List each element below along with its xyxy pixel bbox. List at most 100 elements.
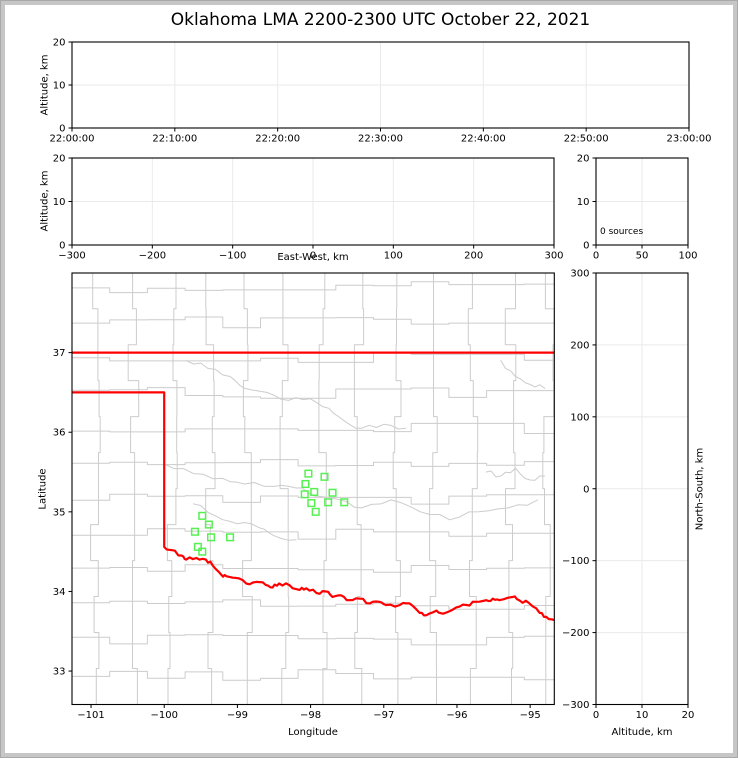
station-marker [193, 542, 202, 551]
station-marker [320, 472, 329, 481]
county-line [504, 273, 517, 705]
x-tick-label: 22:10:00 [152, 134, 197, 145]
map-layers [72, 273, 555, 705]
county-line [392, 273, 402, 705]
x-tick-label: −100 [219, 251, 246, 262]
x-tick-label: 50 [636, 251, 649, 262]
county-line [353, 273, 365, 705]
county-line [72, 528, 555, 540]
station-marker [204, 520, 213, 529]
station-marker [340, 498, 349, 507]
county-line [72, 352, 555, 363]
axis-label-altitude-time-panel: Altitude, km [39, 54, 51, 116]
county-line [90, 273, 101, 705]
y-tick-label: 34 [53, 587, 66, 598]
y-tick-label: 37 [53, 348, 66, 359]
x-tick-label: −200 [139, 251, 166, 262]
county-line [467, 273, 479, 705]
county-line [205, 273, 216, 705]
river-line [163, 463, 538, 521]
county-line [72, 316, 555, 329]
county-line [72, 564, 555, 573]
station-marker [311, 507, 320, 516]
x-tick-label: −99 [227, 710, 248, 721]
x-tick-label: 10 [636, 710, 649, 721]
x-tick-label: 22:30:00 [358, 134, 403, 145]
y-tick-label: 20 [53, 38, 66, 49]
y-tick-label: −200 [562, 628, 589, 639]
river-line [193, 503, 297, 541]
axis-label-altitude-ew-panel: Altitude, km [39, 170, 51, 232]
station-marker [301, 479, 310, 489]
axis-label-longitude: Longitude [288, 727, 338, 738]
x-tick-label: −97 [373, 710, 394, 721]
county-line [72, 493, 555, 505]
sources-count-annotation: 0 sources [600, 227, 644, 237]
x-tick-label: 22:50:00 [564, 134, 609, 145]
county-line [242, 273, 253, 705]
axis-label-altitude-ns-panel: Altitude, km [611, 727, 673, 738]
x-tick-label: 0 [310, 251, 316, 262]
x-tick-label: −100 [150, 710, 177, 721]
station-marker [198, 511, 207, 520]
county-line [72, 669, 555, 681]
station-marker [307, 499, 316, 508]
y-tick-label: 10 [53, 81, 66, 92]
x-tick-label: −101 [77, 710, 104, 721]
county-line [127, 273, 140, 705]
y-tick-label: 100 [570, 412, 589, 423]
county-line [318, 273, 328, 705]
x-tick-label: 200 [464, 251, 483, 262]
x-tick-label: 0 [593, 251, 599, 262]
station-marker [300, 490, 309, 499]
y-tick-label: 20 [577, 154, 590, 165]
x-tick-label: 100 [678, 251, 697, 262]
county-line [72, 599, 555, 610]
axis-label-latitude: Latitude [37, 468, 49, 510]
y-tick-label: 35 [53, 507, 66, 518]
axis-label-north-south: North-South, km [694, 447, 706, 531]
x-tick-label: 22:00:00 [50, 134, 95, 145]
y-tick-label: 10 [53, 197, 66, 208]
x-tick-label: 300 [544, 251, 563, 262]
county-line [72, 422, 555, 434]
state-border-panhandle-red-river [72, 391, 555, 622]
y-tick-label: 200 [570, 340, 589, 351]
y-tick-label: 0 [583, 484, 589, 495]
station-marker [226, 533, 235, 542]
axis-label-east-west: East-West, km [277, 252, 349, 263]
y-tick-label: 20 [53, 154, 66, 165]
x-tick-label: 22:20:00 [255, 134, 300, 145]
x-tick-label: −95 [520, 710, 541, 721]
y-tick-label: 0 [59, 241, 65, 252]
y-tick-label: 0 [59, 124, 65, 135]
station-marker [198, 547, 207, 556]
river-line [500, 360, 546, 389]
x-tick-label: 20 [682, 710, 695, 721]
county-line [72, 634, 555, 646]
x-tick-label: −96 [446, 710, 467, 721]
x-tick-label: 0 [593, 710, 599, 721]
county-line [542, 273, 555, 705]
county-line [72, 281, 555, 294]
x-tick-label: 100 [384, 251, 403, 262]
x-tick-label: −98 [300, 710, 321, 721]
river-line [485, 467, 546, 481]
county-line [166, 273, 178, 705]
station-marker [328, 488, 337, 497]
y-tick-label: −100 [562, 556, 589, 567]
station-marker [324, 498, 333, 507]
station-marker [310, 487, 319, 496]
x-tick-label: −300 [58, 251, 85, 262]
station-marker [304, 469, 313, 478]
x-tick-label: 22:40:00 [461, 134, 506, 145]
panel-spines [71, 272, 555, 706]
y-tick-label: 300 [570, 269, 589, 280]
y-tick-label: 0 [583, 241, 589, 252]
y-tick-label: 36 [53, 428, 66, 439]
station-marker [207, 533, 216, 542]
county-line [72, 459, 555, 467]
station-marker [190, 527, 200, 536]
